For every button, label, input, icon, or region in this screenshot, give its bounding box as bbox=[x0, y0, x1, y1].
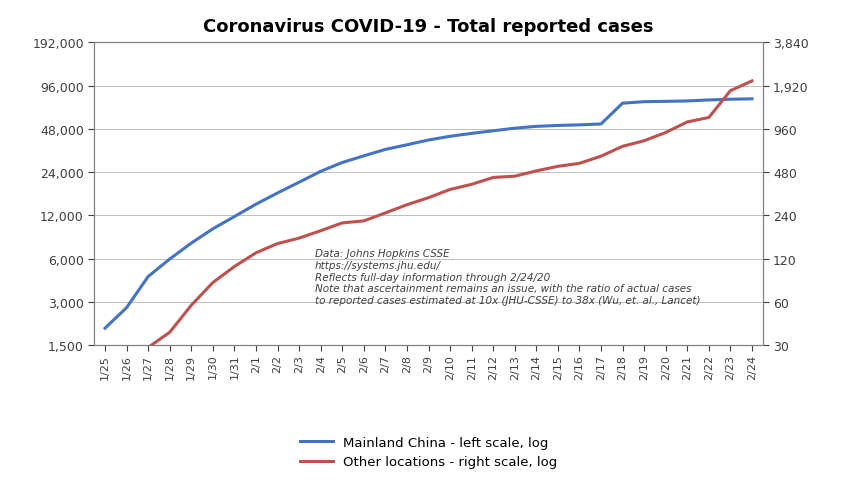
Title: Coronavirus COVID-19 - Total reported cases: Coronavirus COVID-19 - Total reported ca… bbox=[203, 18, 654, 36]
Legend: Mainland China - left scale, log, Other locations - right scale, log: Mainland China - left scale, log, Other … bbox=[294, 431, 563, 473]
Text: Data: Johns Hopkins CSSE
https://systems.jhu.edu/
Reflects full-day information : Data: Johns Hopkins CSSE https://systems… bbox=[315, 249, 700, 305]
